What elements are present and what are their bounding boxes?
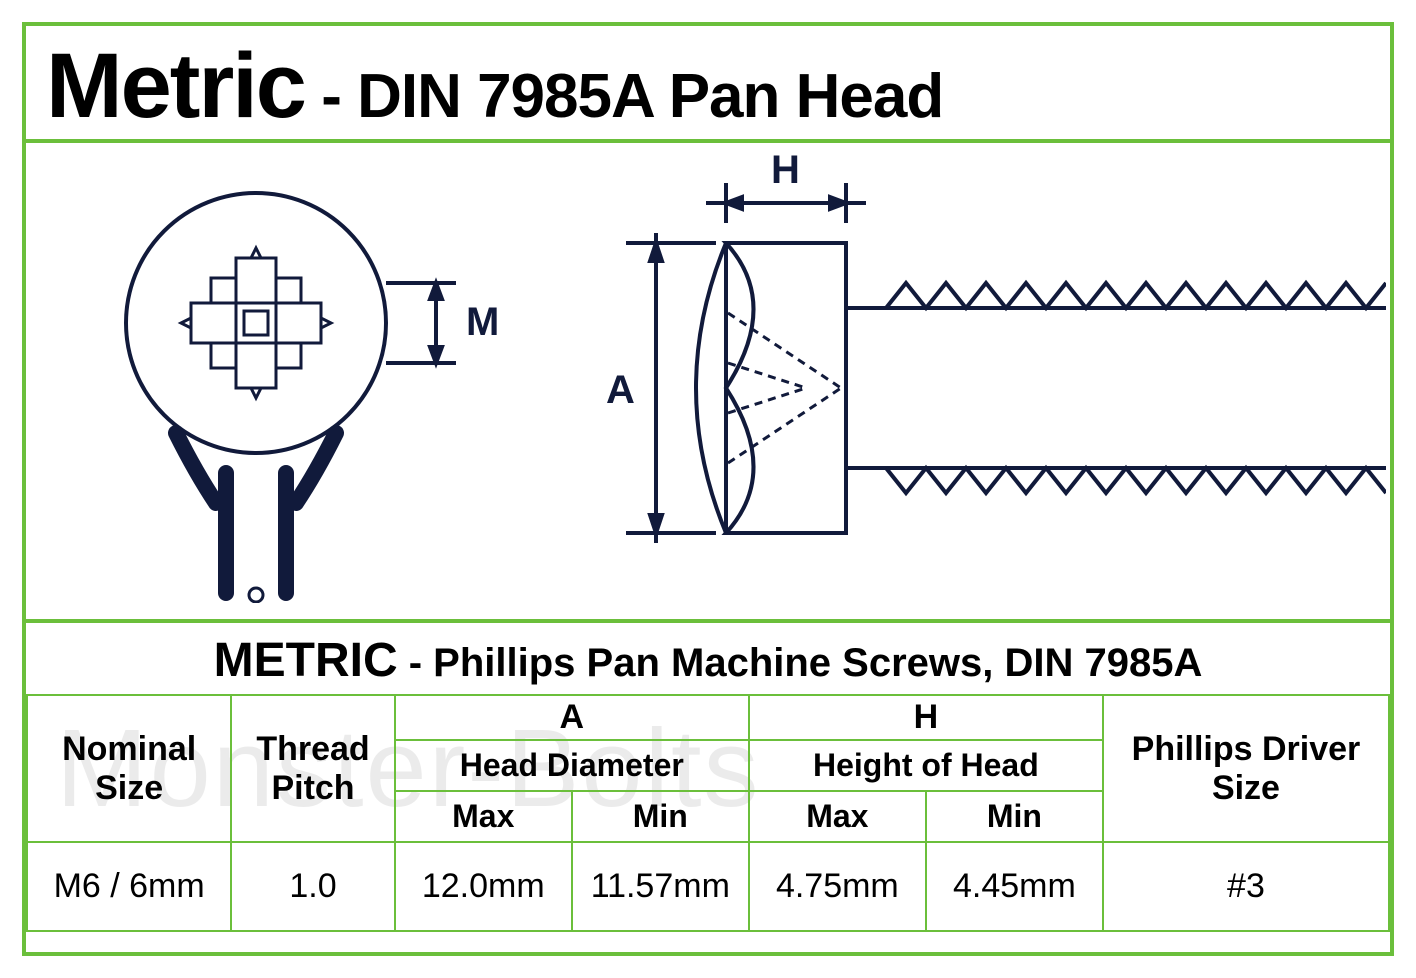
cell-driver: #3	[1103, 842, 1389, 931]
spec-table-wrap: Nominal Size Thread Pitch A H Phillips D…	[26, 694, 1390, 932]
side-view-diagram: H A	[586, 153, 1386, 573]
table-title-sub: Phillips Pan Machine Screws, DIN 7985A	[433, 641, 1202, 685]
col-a-min: Min	[572, 791, 749, 842]
cell-thread-pitch: 1.0	[231, 842, 394, 931]
col-group-h-label: Height of Head	[749, 740, 1103, 791]
cell-a-min: 11.57mm	[572, 842, 749, 931]
spec-sheet-frame: Metric - DIN 7985A Pan Head	[22, 22, 1394, 956]
dim-label-a: A	[606, 368, 635, 412]
col-group-a-letter: A	[395, 695, 749, 740]
title-separator: -	[305, 62, 357, 131]
table-row: M6 / 6mm 1.0 12.0mm 11.57mm 4.75mm 4.45m…	[27, 842, 1389, 931]
col-nominal-size: Nominal Size	[27, 695, 231, 842]
diagram-row: M	[26, 139, 1390, 619]
table-title: METRIC - Phillips Pan Machine Screws, DI…	[26, 619, 1390, 694]
col-thread-pitch: Thread Pitch	[231, 695, 394, 842]
cell-nominal-size: M6 / 6mm	[27, 842, 231, 931]
spec-table: Nominal Size Thread Pitch A H Phillips D…	[26, 694, 1390, 932]
table-title-main: METRIC	[214, 634, 398, 687]
title-main: Metric	[46, 35, 305, 137]
col-group-a-label: Head Diameter	[395, 740, 749, 791]
col-driver-size: Phillips Driver Size	[1103, 695, 1389, 842]
table-header-row-1: Nominal Size Thread Pitch A H Phillips D…	[27, 695, 1389, 740]
cell-h-max: 4.75mm	[749, 842, 926, 931]
cell-h-min: 4.45mm	[926, 842, 1103, 931]
title-sub: DIN 7985A Pan Head	[357, 62, 943, 131]
table-title-sep: -	[398, 641, 434, 685]
col-h-min: Min	[926, 791, 1103, 842]
top-view-diagram: M	[66, 163, 526, 603]
col-h-max: Max	[749, 791, 926, 842]
dim-label-h: H	[771, 153, 800, 192]
cell-a-max: 12.0mm	[395, 842, 572, 931]
col-a-max: Max	[395, 791, 572, 842]
col-group-h-letter: H	[749, 695, 1103, 740]
title-bar: Metric - DIN 7985A Pan Head	[26, 26, 1390, 139]
dim-label-m: M	[466, 300, 499, 344]
